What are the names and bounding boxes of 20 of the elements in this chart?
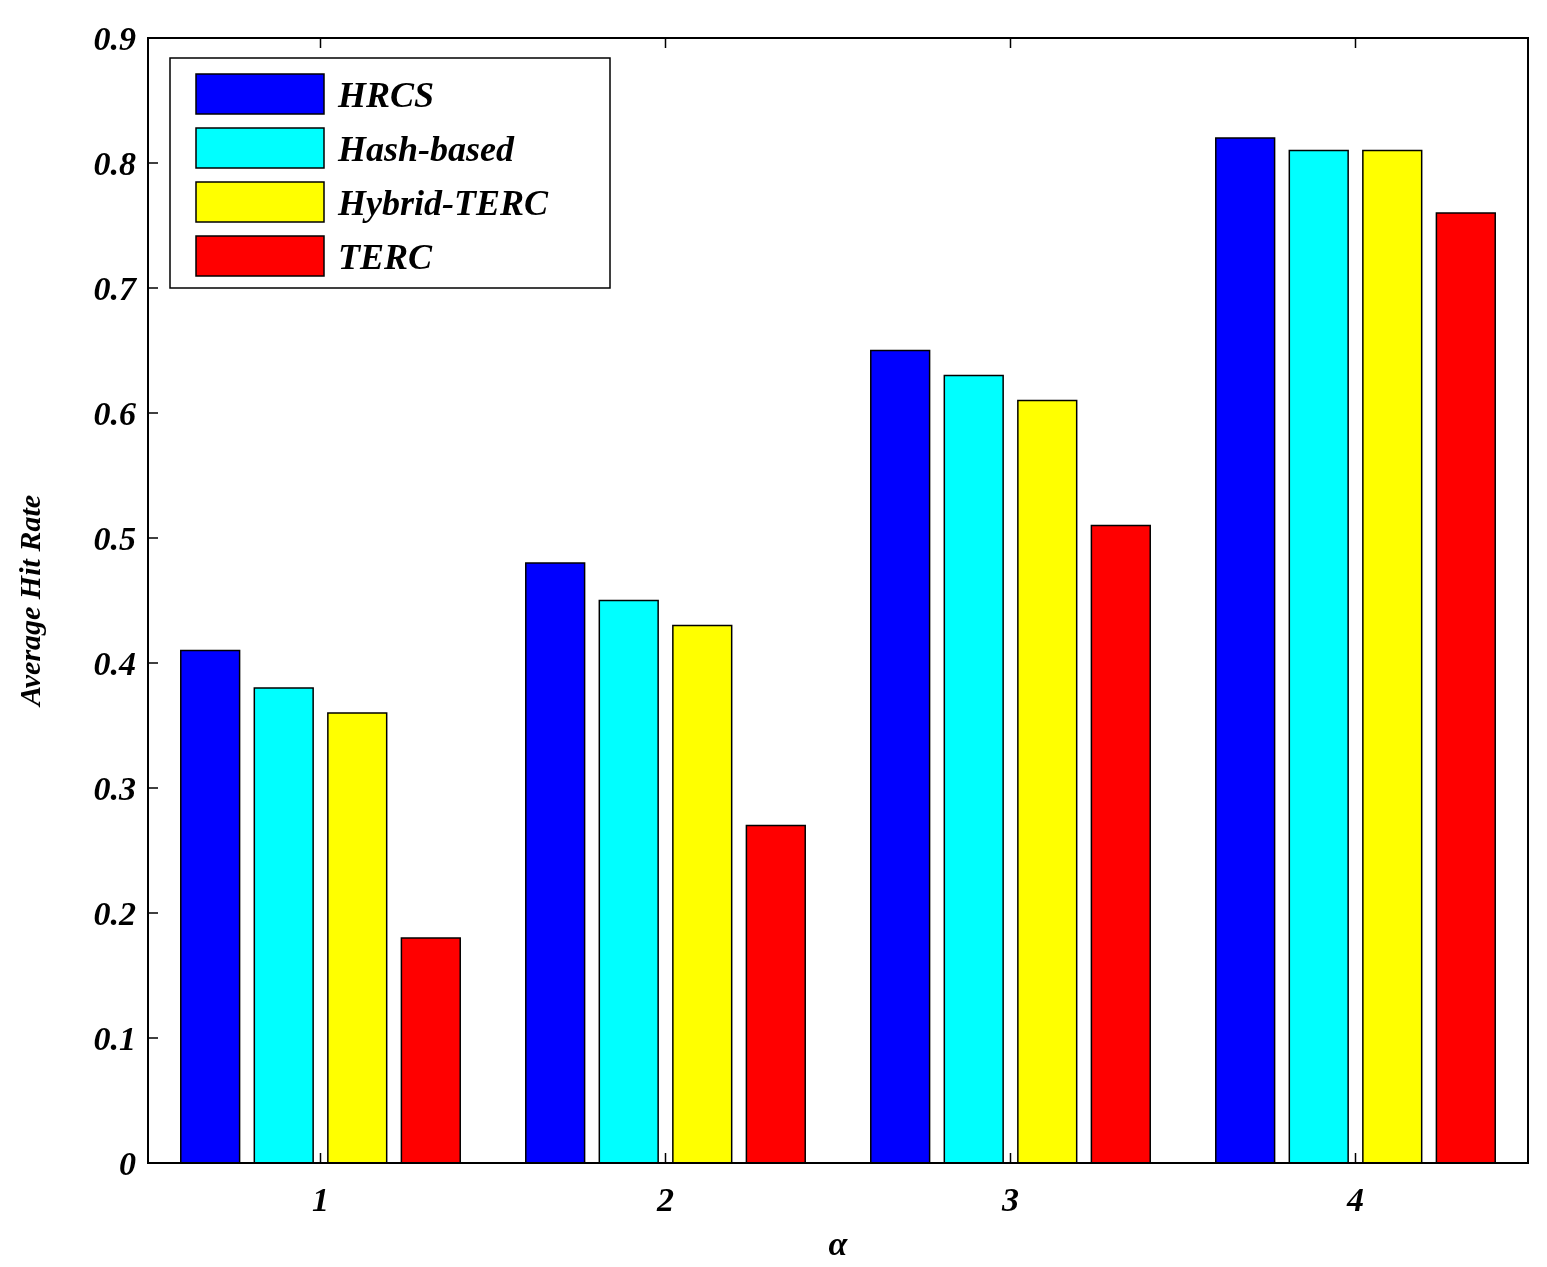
y-tick-label: 0: [119, 1144, 136, 1182]
x-tick-label: 4: [1346, 1181, 1364, 1218]
x-tick-label: 1: [312, 1181, 329, 1218]
y-tick-label: 0.3: [93, 769, 136, 807]
x-tick-label: 2: [656, 1181, 674, 1218]
legend-label: Hybrid-TERC: [337, 182, 549, 223]
legend-label: Hash-based: [337, 128, 516, 169]
y-tick-label: 0.1: [93, 1019, 136, 1057]
y-tick-label: 0.7: [93, 269, 138, 307]
y-tick-label: 0.4: [93, 644, 136, 682]
y-tick-label: 0.5: [93, 519, 136, 557]
y-tick-label: 0.9: [93, 19, 136, 57]
legend-label: TERC: [338, 236, 434, 277]
x-axis-title: α: [828, 1225, 849, 1262]
y-tick-label: 0.6: [93, 394, 136, 432]
x-tick-label: 3: [1001, 1181, 1019, 1218]
y-tick-label: 0.2: [93, 894, 136, 932]
y-tick-label: 0.8: [93, 144, 136, 182]
legend-label: HRCS: [337, 74, 435, 115]
y-axis-title: Average Hit Rate: [13, 494, 46, 709]
